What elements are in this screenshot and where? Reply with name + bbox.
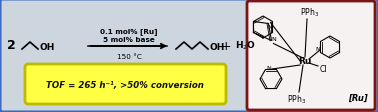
Text: PPh$_3$: PPh$_3$ bbox=[287, 93, 307, 105]
Text: 0.1 mol% [Ru]: 0.1 mol% [Ru] bbox=[100, 28, 158, 35]
Text: N: N bbox=[316, 47, 321, 52]
Text: N: N bbox=[271, 37, 276, 42]
Text: N: N bbox=[266, 66, 271, 71]
Text: PPh$_3$: PPh$_3$ bbox=[301, 7, 319, 19]
Text: H$_2$O: H$_2$O bbox=[235, 39, 256, 52]
Text: OH: OH bbox=[40, 43, 55, 52]
Text: OH: OH bbox=[210, 43, 225, 52]
Text: TOF = 265 h⁻¹, >50% conversion: TOF = 265 h⁻¹, >50% conversion bbox=[46, 81, 204, 90]
Text: +: + bbox=[221, 40, 231, 53]
Text: 2: 2 bbox=[7, 39, 15, 52]
Text: 150 °C: 150 °C bbox=[116, 54, 141, 59]
Text: Cl: Cl bbox=[319, 65, 327, 74]
Text: N: N bbox=[267, 25, 272, 30]
FancyBboxPatch shape bbox=[247, 2, 375, 110]
Text: Ru: Ru bbox=[298, 57, 312, 66]
Text: 5 mol% base: 5 mol% base bbox=[103, 37, 155, 43]
Text: [Ru]: [Ru] bbox=[348, 93, 368, 102]
FancyBboxPatch shape bbox=[25, 64, 226, 104]
